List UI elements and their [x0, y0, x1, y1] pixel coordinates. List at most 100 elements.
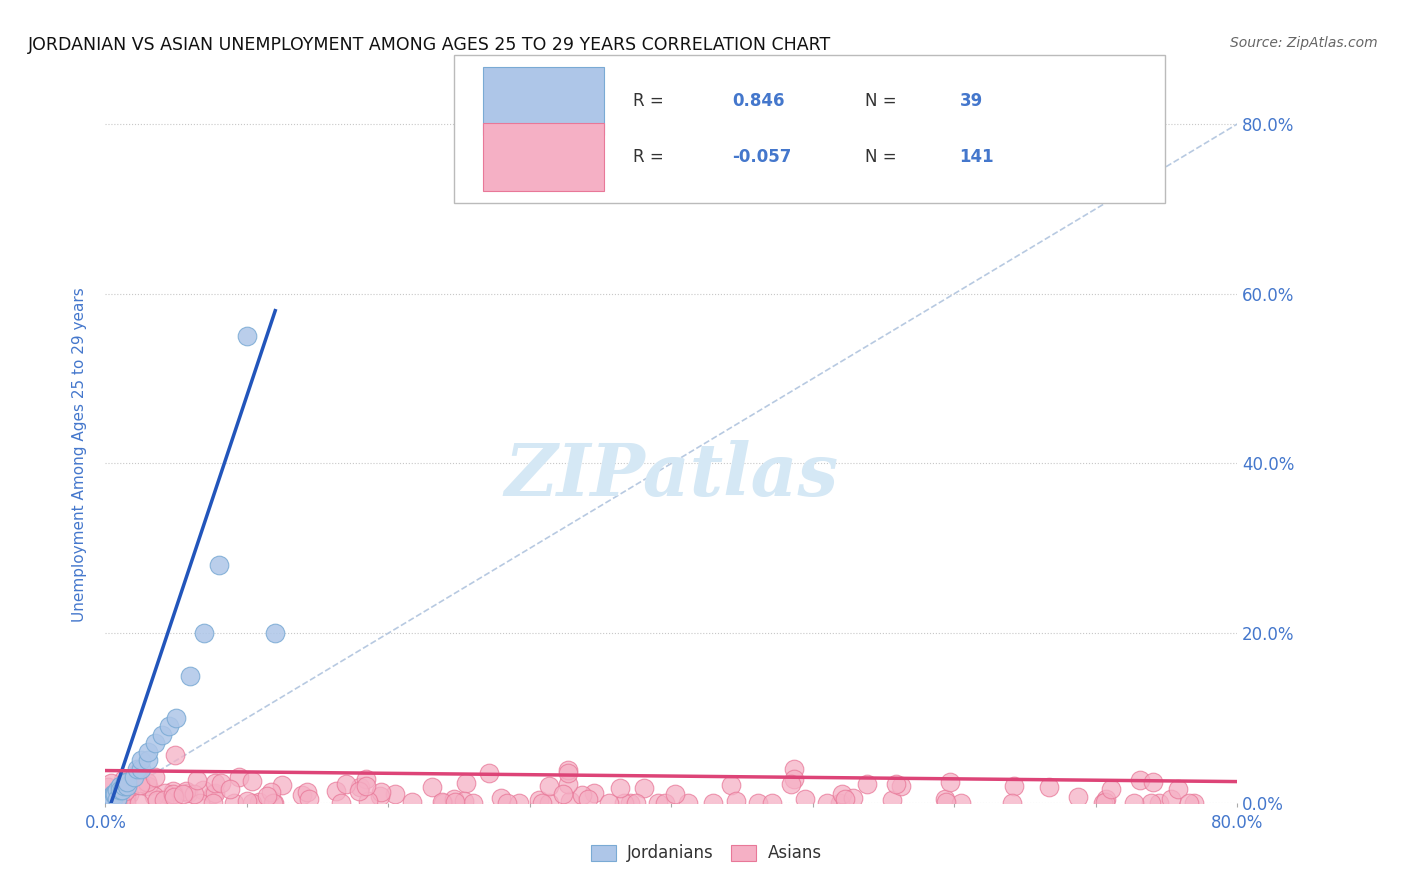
Point: [1182, 796, 1205, 810]
Point: [939, 775, 962, 789]
Point: [172, 787, 194, 801]
Point: [1167, 781, 1189, 796]
Point: [1123, 796, 1146, 810]
Y-axis label: Unemployment Among Ages 25 to 29 years: Unemployment Among Ages 25 to 29 years: [72, 287, 87, 623]
Point: [654, 796, 676, 810]
Point: [1095, 791, 1118, 805]
Point: [204, 786, 226, 800]
Point: [209, 776, 232, 790]
Point: [101, 791, 124, 805]
Point: [1142, 775, 1164, 789]
Point: [1129, 773, 1152, 788]
Point: [174, 784, 197, 798]
Point: [950, 796, 973, 810]
Point: [508, 796, 530, 810]
Point: [105, 783, 128, 797]
Point: [143, 770, 166, 784]
Text: Asians: Asians: [768, 844, 821, 862]
Point: [108, 779, 131, 793]
Point: [557, 766, 579, 780]
Point: [720, 778, 742, 792]
Point: [330, 796, 353, 810]
Point: [297, 792, 319, 806]
Point: [96, 796, 118, 810]
Text: R =: R =: [633, 148, 669, 166]
Point: [115, 774, 138, 789]
Point: [761, 796, 783, 810]
Point: [357, 794, 380, 808]
Point: [1140, 796, 1163, 810]
Point: [129, 753, 152, 767]
Point: [94, 796, 117, 810]
Point: [537, 796, 560, 810]
Text: Jordanians: Jordanians: [627, 844, 714, 862]
Point: [783, 762, 806, 776]
Point: [98, 796, 121, 810]
Point: [152, 793, 174, 807]
Point: [204, 776, 226, 790]
Point: [162, 787, 184, 801]
Point: [177, 786, 200, 800]
Point: [136, 753, 159, 767]
Point: [1094, 795, 1116, 809]
Point: [240, 796, 263, 810]
Point: [163, 747, 186, 762]
Point: [111, 783, 134, 797]
Point: [112, 796, 135, 810]
Point: [97, 796, 120, 810]
Point: [94, 791, 117, 805]
Text: ZIPatlas: ZIPatlas: [505, 441, 838, 511]
Point: [143, 789, 166, 803]
Point: [108, 783, 131, 797]
Point: [783, 772, 806, 786]
Point: [453, 794, 475, 808]
Point: [489, 790, 512, 805]
Point: [118, 788, 141, 802]
Text: -0.057: -0.057: [733, 148, 792, 166]
Point: [129, 779, 152, 793]
Point: [747, 796, 769, 810]
Point: [633, 780, 655, 795]
Point: [122, 770, 145, 784]
Point: [664, 788, 686, 802]
Point: [1160, 791, 1182, 805]
Point: [557, 776, 579, 790]
Point: [598, 796, 620, 810]
Point: [1001, 796, 1024, 810]
Point: [186, 772, 208, 787]
Point: [444, 796, 467, 810]
Point: [104, 787, 127, 801]
Text: Source: ZipAtlas.com: Source: ZipAtlas.com: [1230, 36, 1378, 50]
Point: [105, 796, 128, 810]
Point: [219, 782, 242, 797]
Point: [432, 796, 454, 810]
Point: [557, 763, 579, 777]
Point: [193, 782, 215, 797]
Point: [236, 329, 259, 343]
Point: [456, 775, 478, 789]
Point: [100, 791, 122, 805]
Point: [153, 786, 176, 800]
Text: N =: N =: [865, 148, 901, 166]
Point: [260, 785, 283, 799]
Point: [103, 787, 125, 801]
Text: R =: R =: [633, 92, 669, 110]
Point: [110, 796, 132, 810]
Point: [830, 796, 852, 810]
Point: [183, 788, 205, 802]
Point: [724, 794, 747, 808]
Point: [163, 790, 186, 805]
Point: [115, 779, 138, 793]
Point: [135, 774, 157, 789]
Point: [1099, 781, 1122, 796]
Point: [201, 796, 224, 810]
Point: [94, 796, 117, 810]
Point: [105, 791, 128, 805]
Point: [112, 773, 135, 788]
Point: [94, 796, 117, 810]
Point: [530, 796, 553, 810]
Text: 39: 39: [959, 92, 983, 110]
Point: [100, 775, 122, 789]
Point: [101, 787, 124, 801]
Point: [880, 793, 903, 807]
